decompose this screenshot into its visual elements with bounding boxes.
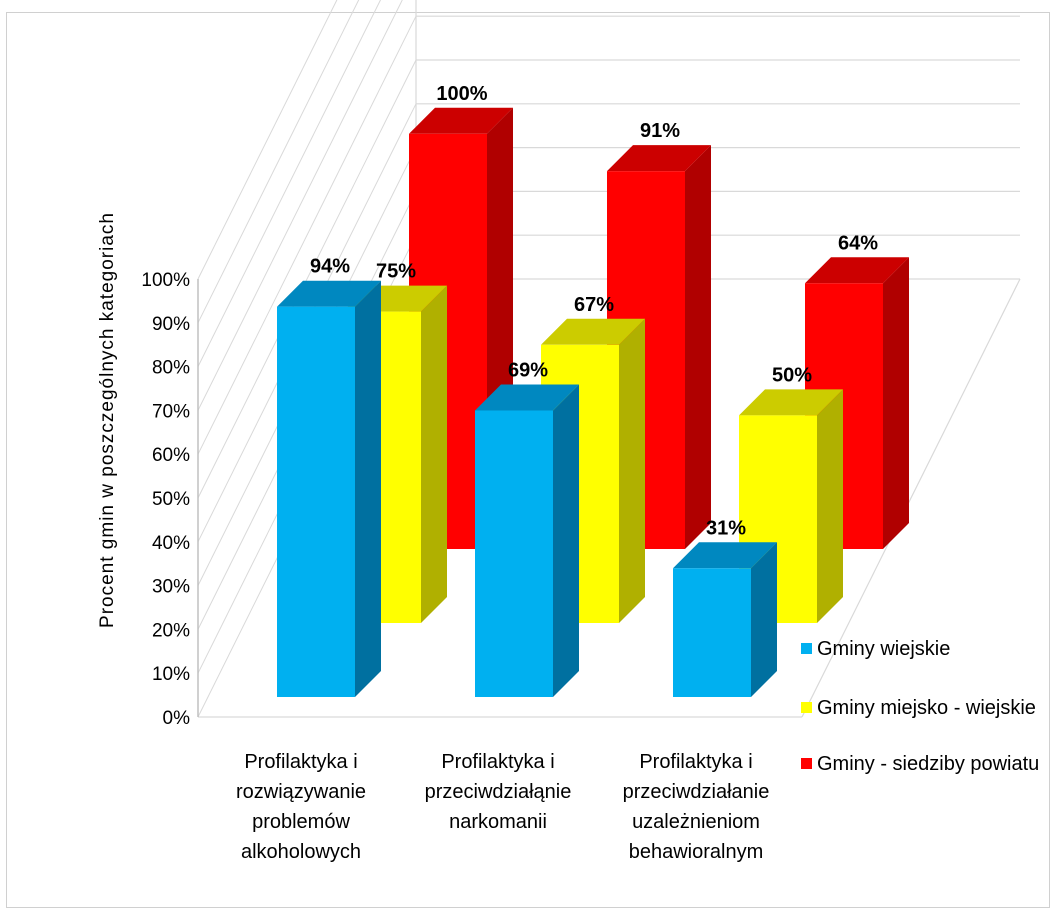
category-label: Profilaktyka i	[244, 751, 357, 773]
gridline-side-70	[197, 0, 403, 411]
y-tick-label: 10%	[152, 664, 190, 685]
bar-top	[607, 145, 711, 172]
bar-county-seat-2	[607, 145, 711, 549]
category-label: uzależnieniom	[632, 811, 760, 833]
y-axis-title: Procent gmin w poszczególnych kategoriac…	[97, 212, 118, 628]
bar-rural-3	[673, 542, 777, 697]
category-label: przeciwdziałanie	[623, 781, 770, 803]
y-tick-label: 70%	[152, 401, 190, 422]
bar-rural-2	[475, 384, 579, 697]
category-label: alkoholowych	[241, 841, 361, 863]
y-tick-label: 60%	[152, 445, 190, 466]
data-label: 94%	[310, 256, 350, 278]
bar-side	[883, 257, 909, 549]
gridline-side-100	[197, 0, 338, 280]
category-label: rozwiązywanie	[236, 781, 366, 803]
bars	[277, 107, 909, 697]
category-label: Profilaktyka i	[639, 751, 752, 773]
data-label: 75%	[376, 261, 416, 283]
category-label: Profilaktyka i	[441, 751, 554, 773]
y-tick-label: 0%	[163, 708, 191, 729]
legend-entry: Gminy miejsko - wiejskie	[817, 697, 1036, 719]
floor-right-edge	[801, 278, 1021, 718]
bar-front	[673, 568, 751, 697]
gridline-side-60	[197, 15, 417, 455]
bar-front	[277, 306, 355, 697]
bar-top	[739, 389, 843, 416]
legend-swatch	[801, 758, 812, 769]
data-label: 91%	[640, 120, 680, 142]
bar-top	[673, 542, 777, 569]
bar-side	[751, 542, 777, 697]
gridline-side-80	[197, 0, 382, 367]
gridline-side-50	[197, 59, 417, 499]
bar-side	[553, 384, 579, 697]
category-label: przeciwdziałąnie	[425, 781, 572, 803]
bar-rural-1	[277, 280, 381, 697]
bar-side	[619, 318, 645, 623]
y-tick-label: 30%	[152, 577, 190, 598]
legend-swatch	[801, 702, 812, 713]
y-tick-label: 20%	[152, 620, 190, 641]
y-tick-label: 100%	[141, 270, 190, 291]
gridline-side-90	[197, 0, 360, 324]
data-label: 31%	[706, 517, 746, 539]
data-label: 100%	[436, 83, 487, 105]
legend-swatch	[801, 643, 812, 654]
data-label: 50%	[772, 364, 812, 386]
category-label: behawioralnym	[629, 841, 764, 863]
data-label: 64%	[838, 232, 878, 254]
y-tick-label: 50%	[152, 489, 190, 510]
y-tick-label: 40%	[152, 533, 190, 554]
bar-top	[277, 280, 381, 307]
data-label: 69%	[508, 359, 548, 381]
legend-entry: Gminy wiejskie	[817, 638, 950, 660]
data-labels: 100% 91% 64% 75% 67% 50% 94% 69% 31%	[310, 83, 878, 540]
category-label: narkomanii	[449, 811, 547, 833]
y-tick-label: 90%	[152, 314, 190, 335]
legend-entry: Gminy - siedziby powiatu	[817, 753, 1039, 775]
bar-top	[541, 318, 645, 345]
bar-side	[421, 285, 447, 623]
bar-front	[475, 410, 553, 697]
legend: Gminy wiejskie Gminy miejsko - wiejskie Gm…	[801, 638, 1039, 775]
bar-side	[685, 145, 711, 549]
bar-top	[475, 384, 579, 411]
y-axis: 0% 10% 20% 30% 40% 50% 60% 70% 80% 90% 100%	[141, 270, 199, 729]
y-tick-label: 80%	[152, 358, 190, 379]
bar-side	[355, 280, 381, 697]
category-label: problemów	[252, 811, 350, 833]
category-labels: Profilaktyka i rozwiązywanie problemów alko…	[236, 751, 769, 863]
bar-top	[409, 107, 513, 134]
bar-side	[817, 389, 843, 623]
data-label: 67%	[574, 294, 614, 316]
bar-top	[805, 257, 909, 284]
